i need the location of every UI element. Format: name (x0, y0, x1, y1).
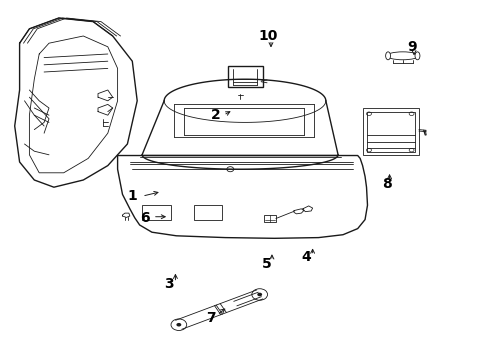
Text: 1: 1 (127, 189, 137, 203)
Bar (264, 215, 276, 222)
Bar (363, 108, 419, 155)
Text: 2: 2 (211, 108, 220, 122)
Text: 9: 9 (407, 40, 416, 54)
Text: 7: 7 (206, 311, 216, 324)
Ellipse shape (386, 52, 391, 60)
Text: 8: 8 (382, 177, 392, 190)
Bar (194, 205, 222, 220)
Bar (367, 112, 415, 152)
Ellipse shape (387, 52, 418, 60)
FancyBboxPatch shape (228, 66, 263, 87)
Circle shape (257, 293, 262, 296)
Text: 4: 4 (301, 251, 311, 264)
Bar (142, 205, 171, 220)
Ellipse shape (415, 52, 420, 60)
Text: 5: 5 (262, 257, 272, 270)
Text: 10: 10 (259, 29, 278, 43)
Circle shape (176, 323, 181, 327)
Text: 3: 3 (164, 278, 174, 291)
Text: 6: 6 (140, 211, 149, 225)
